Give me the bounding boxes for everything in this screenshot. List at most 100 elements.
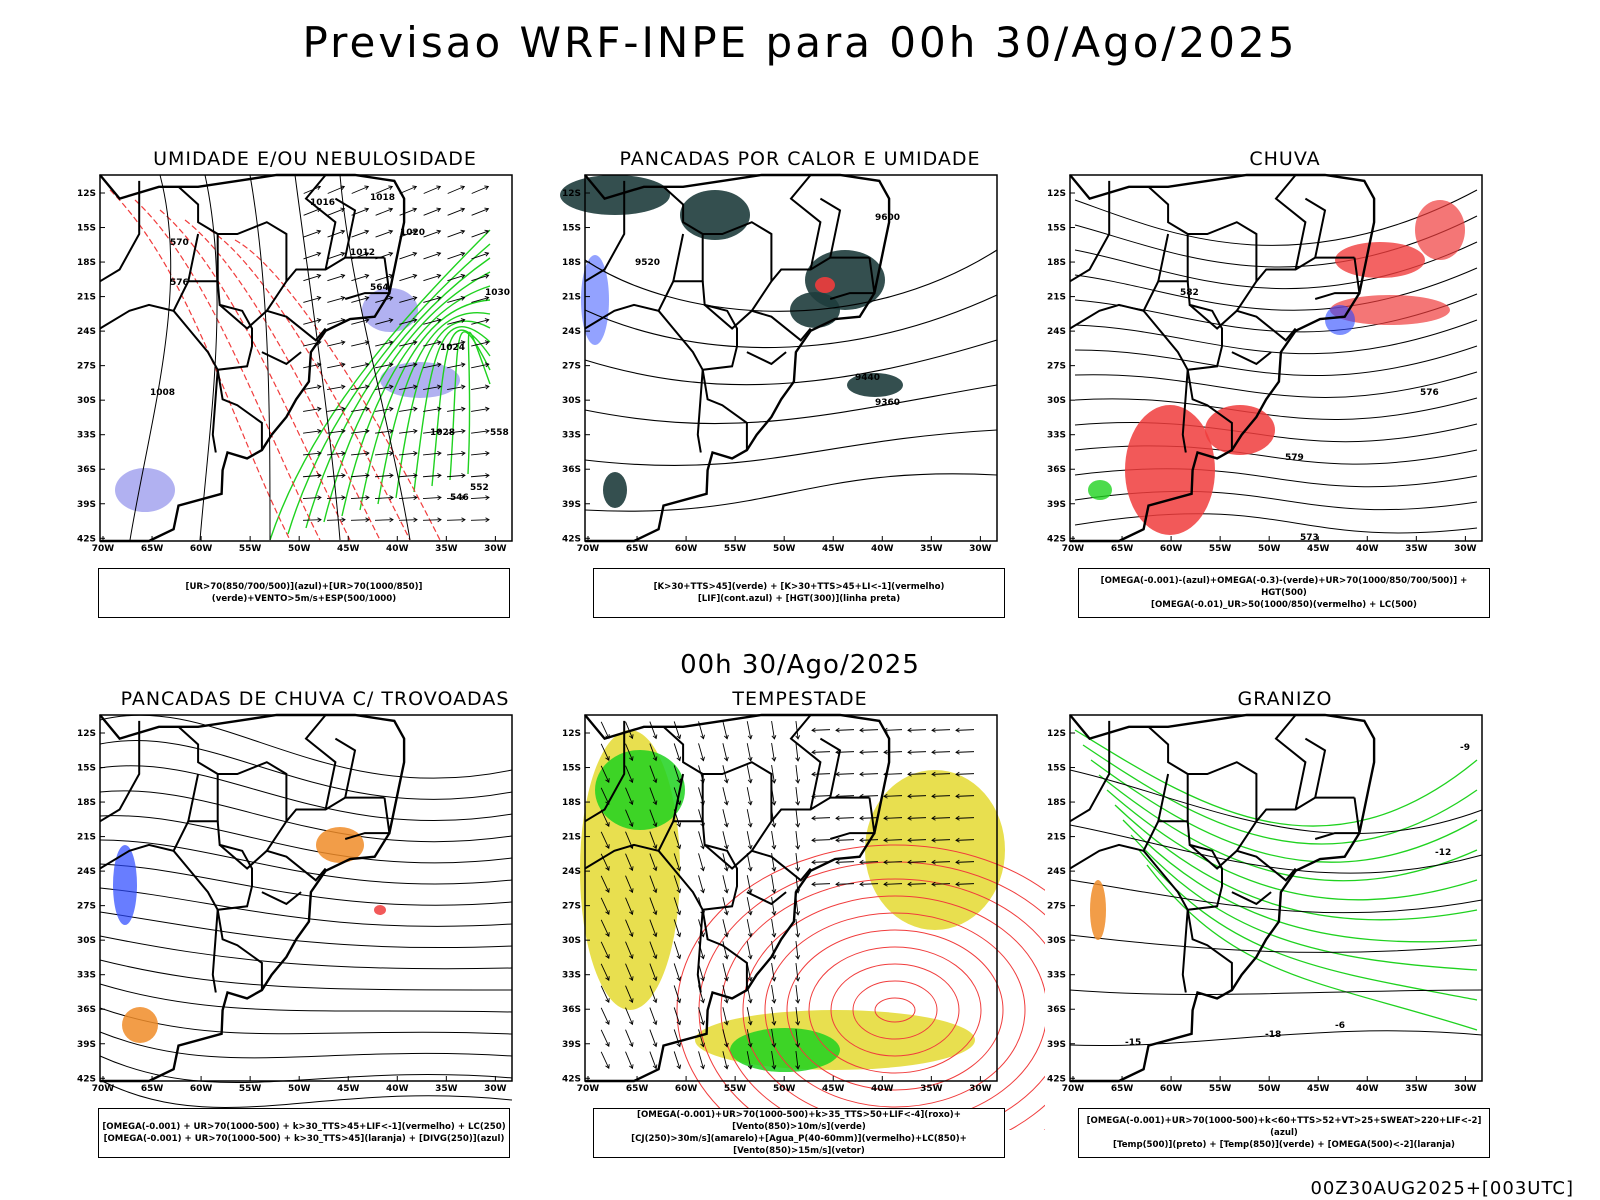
wind-vector xyxy=(374,473,394,478)
arrow-head xyxy=(723,976,729,982)
lat-label: 18S xyxy=(77,798,96,808)
arrow-shaft xyxy=(746,721,752,739)
precipitable-water-contour xyxy=(764,912,1026,1108)
wind-vector xyxy=(931,815,951,821)
country-border xyxy=(266,849,327,882)
arrow-shaft xyxy=(600,743,610,761)
wind-vector xyxy=(625,1051,634,1070)
country-border xyxy=(657,281,738,371)
arrow-head xyxy=(907,771,912,777)
wind-vector xyxy=(471,318,490,325)
lat-label: 27S xyxy=(562,902,581,912)
arrow-head xyxy=(907,815,912,821)
arrow-shaft xyxy=(351,363,369,369)
wind-vector xyxy=(907,749,927,755)
arrow-shaft xyxy=(811,751,831,753)
arrow-head xyxy=(811,881,816,887)
arrow-shaft xyxy=(327,297,345,303)
arrow-shaft xyxy=(327,452,345,456)
wind-vector xyxy=(399,251,418,260)
country-border xyxy=(1274,714,1307,810)
arrow-shaft xyxy=(649,897,657,915)
wind-vector xyxy=(303,384,322,391)
arrow-head xyxy=(412,384,418,390)
arrow-shaft xyxy=(771,721,775,739)
arrow-head xyxy=(340,362,346,368)
arrow-head xyxy=(460,362,466,368)
wind-vector xyxy=(746,721,753,740)
wind-vector xyxy=(722,809,729,828)
arrow-head xyxy=(461,450,466,456)
arrow-shaft xyxy=(859,795,879,797)
country-border xyxy=(217,761,288,822)
arrow-head xyxy=(676,1064,682,1070)
contour-label: -18 xyxy=(1265,1030,1281,1040)
arrow-head xyxy=(412,296,418,301)
streamline xyxy=(99,839,513,885)
arrow-shaft xyxy=(698,1007,704,1025)
arrow-head xyxy=(364,296,370,301)
lat-label: 24S xyxy=(77,327,96,337)
arrow-shaft xyxy=(673,875,681,893)
arrow-shaft xyxy=(600,985,610,1003)
arrow-shaft xyxy=(423,341,441,347)
map-granizo[interactable]: -12 -15 -18 -6 -9 12S 15S 18S 21S 24S 27S 30S 33S 36S… xyxy=(1040,710,1530,1130)
arrow-shaft xyxy=(447,252,465,260)
wind-vector xyxy=(423,450,442,456)
wind-vector xyxy=(399,450,418,456)
temp850-contour xyxy=(1098,774,1478,882)
arrow-head xyxy=(412,362,418,368)
arrow-shaft xyxy=(795,765,799,783)
wind-vector xyxy=(471,384,490,391)
lat-label: 39S xyxy=(77,500,96,510)
country-border xyxy=(584,186,704,330)
lat-label: 24S xyxy=(1047,327,1066,337)
arrow-shaft xyxy=(600,897,610,915)
arrow-head xyxy=(485,428,490,434)
arrow-head xyxy=(341,406,346,412)
arrow-shaft xyxy=(955,751,975,753)
arrow-shaft xyxy=(303,208,321,216)
wind-vector xyxy=(375,428,394,434)
wind-vector xyxy=(327,450,346,456)
wind-vector xyxy=(471,428,490,434)
arrow-head xyxy=(723,844,729,850)
arrow-head xyxy=(341,517,346,523)
wind-vector xyxy=(835,881,855,887)
arrow-shaft xyxy=(835,729,855,731)
arrow-shaft xyxy=(811,817,831,819)
arrow-shaft xyxy=(422,519,442,521)
arrow-head xyxy=(605,976,610,981)
wind-vector xyxy=(600,743,610,761)
arrow-shaft xyxy=(955,817,975,819)
arrow-head xyxy=(811,837,816,843)
arrow-shaft xyxy=(399,385,417,391)
wind-vector xyxy=(399,185,418,194)
arrow-head xyxy=(747,888,753,894)
lat-label: 18S xyxy=(562,258,581,268)
arrow-shaft xyxy=(625,1029,633,1047)
streamline xyxy=(99,1055,513,1083)
arrow-head xyxy=(436,185,442,190)
thickness-contour xyxy=(209,229,411,541)
legend-line: [OMEGA(-0.001)+UR>70(1000-500)+k<60+TTS>… xyxy=(1086,1116,1482,1138)
instability-area xyxy=(847,373,903,397)
lon-label: 50W xyxy=(773,544,796,554)
arrow-shaft xyxy=(447,186,465,194)
arrow-head xyxy=(723,1064,729,1070)
country-border xyxy=(304,174,337,270)
country-border xyxy=(1142,821,1223,911)
map-chuva[interactable]: 58257657357912S15S18S21S24S27S30S33S36S3… xyxy=(1040,170,1530,590)
lon-label: 45W xyxy=(1307,1084,1330,1094)
map-pancadas-calor[interactable]: 9600 9520 9440 9360 12S 15S 18S 21S 24S 27S 30S 33S… xyxy=(555,170,1045,590)
arrow-head xyxy=(676,1020,682,1026)
arrow-head xyxy=(484,185,490,190)
wind-vector xyxy=(625,743,634,762)
arrow-shaft xyxy=(795,1029,799,1047)
country-border xyxy=(1187,761,1258,822)
arrow-head xyxy=(364,362,370,368)
panel-title: CHUVA xyxy=(1249,148,1321,170)
